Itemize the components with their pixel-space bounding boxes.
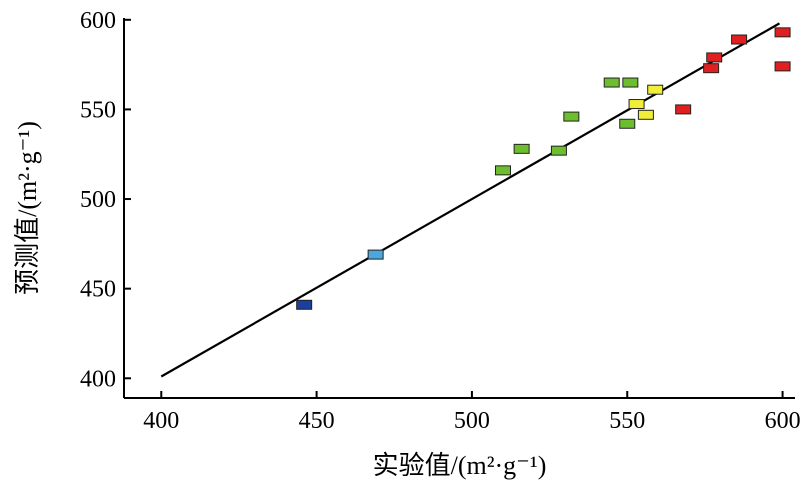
y-tick-label: 500	[80, 187, 116, 213]
data-point	[731, 34, 748, 45]
data-point	[622, 77, 639, 88]
x-tick-label: 500	[454, 408, 490, 434]
data-point	[774, 27, 791, 38]
data-point	[675, 104, 692, 115]
x-tick-label: 450	[299, 408, 335, 434]
data-point	[619, 118, 636, 129]
data-point	[513, 143, 530, 154]
x-tick-label: 550	[609, 408, 645, 434]
data-point	[703, 63, 720, 74]
data-point	[603, 77, 620, 88]
data-point	[637, 109, 654, 120]
data-point	[550, 145, 567, 156]
data-point	[628, 99, 645, 110]
data-point	[563, 111, 580, 122]
x-axis-title: 实验值/(m²·g⁻¹)	[373, 451, 547, 480]
fit-line	[160, 22, 781, 378]
data-point	[494, 165, 511, 176]
y-tick-label: 550	[80, 97, 116, 123]
x-tick-label: 400	[143, 408, 179, 434]
data-point	[647, 84, 664, 95]
y-tick-label: 600	[80, 8, 116, 34]
x-tick-label: 600	[765, 408, 801, 434]
y-tick-label: 450	[80, 277, 116, 303]
data-point	[296, 299, 313, 310]
y-tick-label: 400	[80, 366, 116, 392]
data-point	[706, 52, 723, 63]
data-point	[774, 61, 791, 72]
data-point	[367, 249, 384, 260]
y-axis-title: 预测值/(m²·g⁻¹)	[13, 121, 42, 295]
